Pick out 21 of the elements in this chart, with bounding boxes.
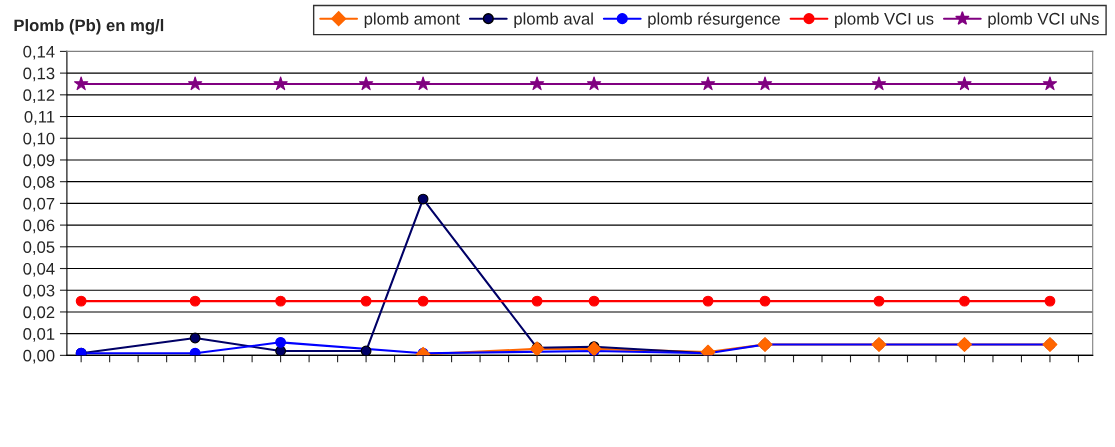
legend-label: plomb amont — [364, 12, 460, 28]
y-tick-label: 0,13 — [23, 67, 55, 82]
y-tick-label: 0,08 — [23, 176, 55, 190]
legend-label: plomb VCI us — [835, 12, 934, 28]
y-tick-label: 0,05 — [23, 241, 55, 255]
y-tick-label: 0,10 — [23, 132, 55, 147]
y-tick-label: 0,09 — [23, 154, 55, 169]
legend-label: plomb résurgence — [648, 12, 780, 28]
chart-title: Plomb (Pb) en mg/l — [14, 19, 164, 35]
y-tick-label: 0,01 — [23, 328, 55, 342]
y-tick-label: 0,06 — [23, 219, 55, 234]
y-tick-label: 0,00 — [23, 349, 55, 364]
y-tick-label: 0,14 — [23, 45, 55, 60]
legend-label: plomb VCI uNs — [988, 12, 1099, 28]
y-tick-label: 0,12 — [23, 89, 55, 103]
y-tick-label: 0,11 — [24, 110, 55, 125]
y-tick-label: 0,03 — [23, 284, 55, 299]
y-tick-label: 0,02 — [23, 306, 55, 321]
y-tick-label: 0,07 — [23, 197, 55, 212]
legend-label: plomb aval — [514, 12, 593, 28]
y-tick-label: 0,04 — [23, 262, 55, 277]
